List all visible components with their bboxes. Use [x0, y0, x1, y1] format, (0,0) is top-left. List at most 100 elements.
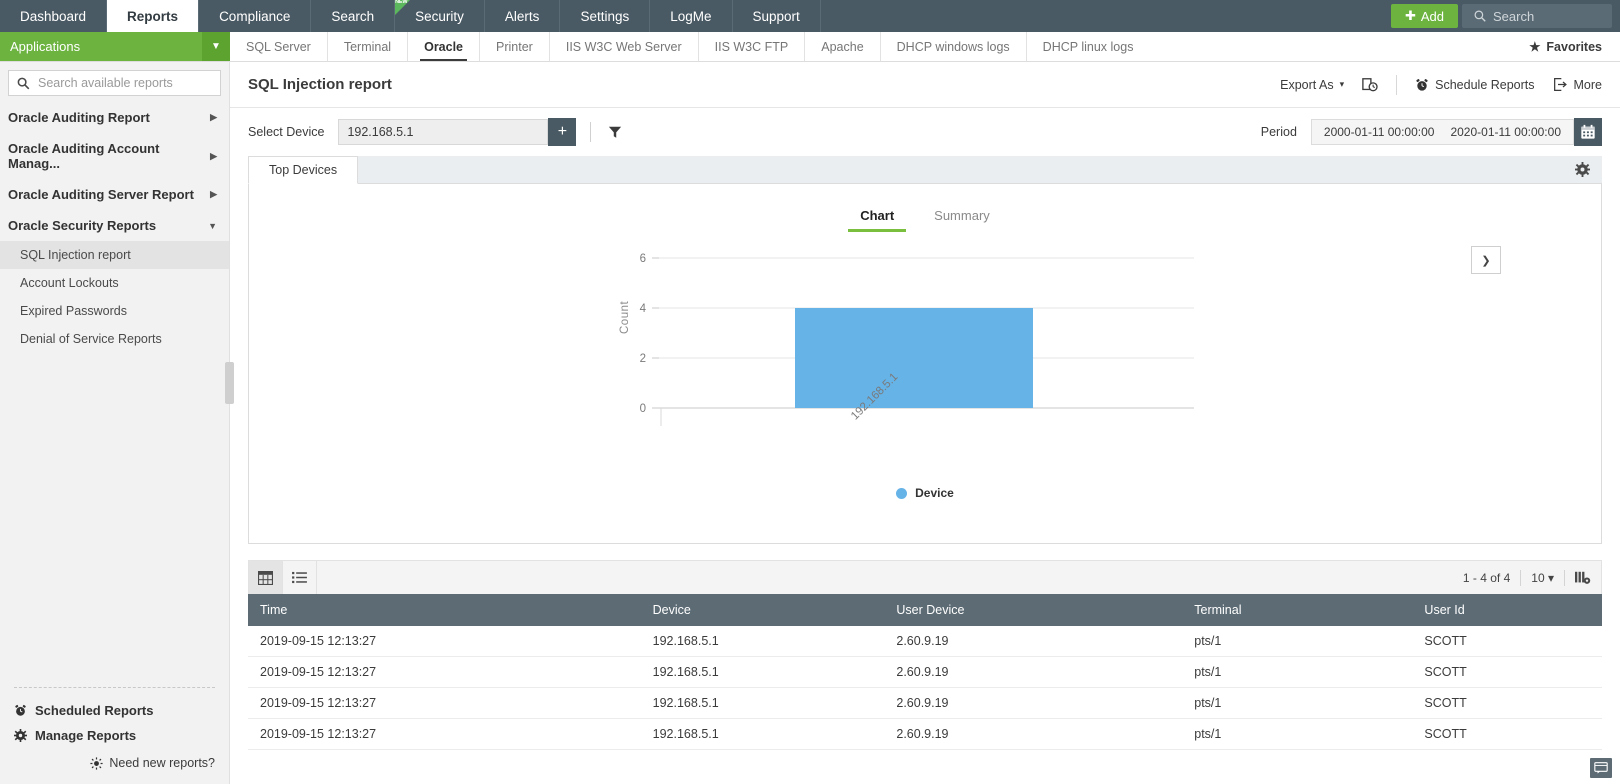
- sidebar-scheduled-reports[interactable]: Scheduled Reports: [0, 698, 229, 723]
- results-table-section: 1 - 4 of 4 10 ▾ Time Device User Device …: [230, 544, 1620, 750]
- funnel-icon: [609, 126, 622, 138]
- nav-tab-support[interactable]: Support: [733, 0, 821, 32]
- column-header-device[interactable]: Device: [640, 594, 885, 626]
- subnav-item-apache[interactable]: Apache: [805, 32, 881, 61]
- bar-192-168-5-1[interactable]: [795, 308, 1033, 408]
- sidebar-group-oracle-auditing-report[interactable]: Oracle Auditing Report ▶: [0, 102, 229, 133]
- subnav-item-dhcp-linux-logs[interactable]: DHCP linux logs: [1027, 32, 1150, 61]
- calendar-picker-button[interactable]: [1574, 118, 1602, 146]
- export-history-button[interactable]: [1362, 77, 1378, 93]
- sidebar-group-oracle-security-reports[interactable]: Oracle Security Reports ▼: [0, 210, 229, 241]
- period-from-value: 2000-01-11 00:00:00: [1323, 125, 1435, 139]
- subnav-item-oracle[interactable]: Oracle: [408, 32, 481, 61]
- sidebar-item-sql-injection-report[interactable]: SQL Injection report: [0, 241, 229, 269]
- more-label: More: [1573, 77, 1602, 92]
- chat-support-widget[interactable]: [1590, 758, 1612, 778]
- add-device-button[interactable]: +: [548, 118, 577, 146]
- subnav-item-iis-w3c-ftp[interactable]: IIS W3C FTP: [699, 32, 806, 61]
- cell-terminal: pts/1: [1182, 687, 1413, 719]
- chevron-down-icon[interactable]: ▼: [202, 32, 230, 61]
- global-search-input[interactable]: Search: [1462, 4, 1612, 28]
- tab-summary[interactable]: Summary: [922, 204, 1002, 232]
- export-as-button[interactable]: Export As ▾: [1280, 78, 1344, 92]
- page-size-value: 10: [1531, 570, 1545, 585]
- sidebar-search-placeholder: Search available reports: [38, 76, 173, 90]
- chevron-down-icon: ▾: [1544, 570, 1554, 585]
- column-header-time[interactable]: Time: [248, 594, 641, 626]
- sidebar-manage-reports[interactable]: Manage Reports: [0, 723, 229, 748]
- subnav-item-label: SQL Server: [246, 39, 311, 54]
- alarm-clock-icon: [1416, 78, 1428, 91]
- chart-settings-button[interactable]: [1563, 156, 1602, 183]
- application-selector[interactable]: Applications ▼: [0, 32, 230, 61]
- need-new-reports-link[interactable]: Need new reports?: [0, 748, 229, 784]
- page-size-selector[interactable]: 10 ▾: [1531, 571, 1554, 585]
- sidebar-bottom-label: Scheduled Reports: [35, 703, 154, 718]
- favorites-button[interactable]: ★ Favorites: [1511, 32, 1620, 61]
- table-row[interactable]: 2019-09-15 12:13:27 192.168.5.1 2.60.9.1…: [248, 687, 1602, 719]
- tab-label: Top Devices: [269, 163, 338, 177]
- table-head: Time Device User Device Terminal User Id: [248, 594, 1602, 626]
- add-button[interactable]: ✚ Add: [1390, 4, 1458, 28]
- nav-tab-dashboard[interactable]: Dashboard: [0, 0, 108, 32]
- chart-type-dropdown[interactable]: ❯: [1471, 246, 1501, 274]
- nav-tab-alerts[interactable]: Alerts: [485, 0, 561, 32]
- nav-tab-search[interactable]: Search: [311, 0, 396, 32]
- sidebar-group-oracle-auditing-account-management[interactable]: Oracle Auditing Account Manag... ▶: [0, 133, 229, 179]
- nav-tab-logme[interactable]: LogMe: [650, 0, 733, 32]
- nav-tab-compliance[interactable]: Compliance: [199, 0, 312, 32]
- column-header-terminal[interactable]: Terminal: [1182, 594, 1413, 626]
- list-view-button[interactable]: [283, 561, 317, 594]
- column-settings-button[interactable]: [1575, 571, 1591, 585]
- subnav-item-label: Oracle: [424, 39, 464, 54]
- sidebar-divider: [14, 687, 215, 688]
- sidebar-item-denial-of-service-reports[interactable]: Denial of Service Reports: [0, 325, 229, 353]
- sidebar-item-expired-passwords[interactable]: Expired Passwords: [0, 297, 229, 325]
- filter-funnel-button[interactable]: [605, 122, 625, 142]
- tab-top-devices[interactable]: Top Devices: [248, 156, 359, 184]
- subnav-item-terminal[interactable]: Terminal: [328, 32, 409, 61]
- sidebar-item-account-lockouts[interactable]: Account Lockouts: [0, 269, 229, 297]
- ytick-label-4: 4: [640, 303, 647, 315]
- cell-user-id: SCOTT: [1412, 687, 1602, 719]
- cell-time: 2019-09-15 12:13:27: [248, 626, 641, 657]
- chart-plot-area: ❯ 6: [249, 246, 1601, 543]
- table-row[interactable]: 2019-09-15 12:13:27 192.168.5.1 2.60.9.1…: [248, 718, 1602, 750]
- subnav-item-dhcp-windows-logs[interactable]: DHCP windows logs: [881, 32, 1027, 61]
- more-button[interactable]: More: [1553, 77, 1602, 92]
- legend-color-swatch: [896, 487, 908, 499]
- application-subnav: Applications ▼ SQL Server Terminal Oracl…: [0, 32, 1620, 62]
- subnav-item-sql-server[interactable]: SQL Server: [230, 32, 328, 61]
- period-to-value: 2020-01-11 00:00:00: [1450, 125, 1561, 139]
- chevron-right-icon: ▶: [210, 112, 217, 122]
- sidebar-group-oracle-auditing-server-report[interactable]: Oracle Auditing Server Report ▶: [0, 179, 229, 210]
- add-button-label: Add: [1420, 8, 1444, 24]
- table-row[interactable]: 2019-09-15 12:13:27 192.168.5.1 2.60.9.1…: [248, 626, 1602, 657]
- column-header-user-id[interactable]: User Id: [1412, 594, 1602, 626]
- nav-tab-label: Reports: [127, 8, 179, 24]
- schedule-reports-button[interactable]: Schedule Reports: [1415, 78, 1535, 92]
- nav-tab-security[interactable]: NEW Security: [395, 0, 485, 32]
- period-range-input[interactable]: 2000-01-11 00:00:00 2020-01-11 00:00:00: [1310, 119, 1574, 145]
- table-pagination: 1 - 4 of 4 10 ▾: [1463, 561, 1601, 594]
- nav-tab-reports[interactable]: Reports: [107, 0, 200, 32]
- table-row[interactable]: 2019-09-15 12:13:27 192.168.5.1 2.60.9.1…: [248, 656, 1602, 688]
- lightbulb-icon: [90, 756, 103, 770]
- tab-chart[interactable]: Chart: [848, 204, 907, 232]
- grid-view-button[interactable]: [249, 561, 283, 594]
- subnav-item-label: IIS W3C Web Server: [565, 39, 682, 54]
- sidebar-item-label: Account Lockouts: [20, 276, 119, 290]
- sidebar-search-input[interactable]: Search available reports: [8, 70, 221, 96]
- nav-tab-settings[interactable]: Settings: [560, 0, 651, 32]
- filter-divider: [590, 122, 592, 142]
- nav-tab-label: Compliance: [219, 8, 291, 24]
- column-header-user-device[interactable]: User Device: [884, 594, 1183, 626]
- subnav-item-printer[interactable]: Printer: [480, 32, 550, 61]
- subnav-item-iis-w3c-web-server[interactable]: IIS W3C Web Server: [550, 32, 699, 61]
- sidebar-group-label: Oracle Security Reports: [8, 218, 157, 233]
- cell-time: 2019-09-15 12:13:27: [248, 718, 641, 750]
- table-body: 2019-09-15 12:13:27 192.168.5.1 2.60.9.1…: [248, 626, 1602, 750]
- calendar-icon: [1581, 124, 1595, 139]
- sidebar-resize-handle[interactable]: [225, 362, 234, 404]
- select-device-input[interactable]: 192.168.5.1: [338, 119, 549, 145]
